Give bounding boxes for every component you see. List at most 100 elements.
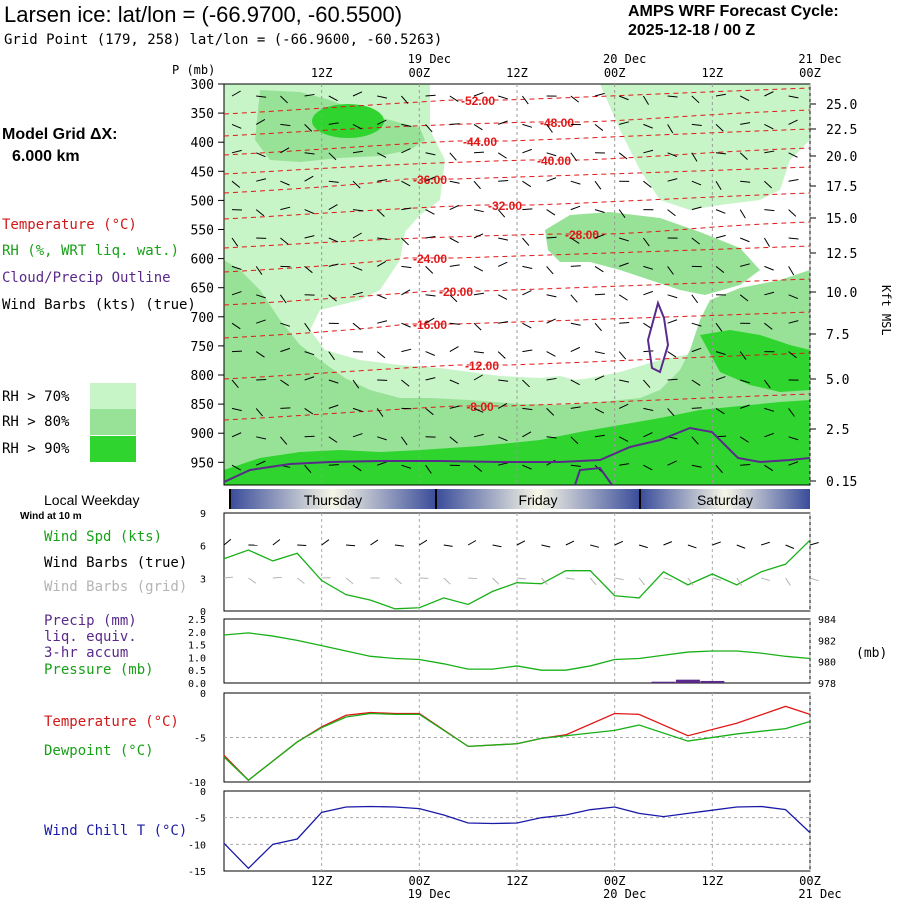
wind-barb — [401, 148, 411, 154]
wind-barb — [304, 376, 315, 381]
wind-barb — [304, 322, 311, 332]
wind-speed-panel-tick-label: 3 — [200, 574, 206, 585]
wind-barb — [473, 407, 484, 413]
wind-barb-true — [614, 540, 624, 546]
wind-barb — [256, 152, 266, 158]
pressure-tick-label: 300 — [191, 78, 214, 93]
wind-barb — [401, 464, 412, 469]
wind-barb — [522, 290, 532, 296]
isotherm-lines — [224, 87, 810, 421]
wind-barb — [279, 294, 287, 304]
rh90-area-upper — [312, 104, 384, 138]
wind-barb — [304, 235, 315, 239]
wind-barb — [691, 180, 702, 186]
wind-barb — [352, 464, 362, 472]
model-grid-value: 6.000 km — [12, 148, 80, 165]
wind-barb — [715, 266, 725, 273]
wind-barb — [231, 322, 241, 330]
wind-barb — [280, 147, 290, 154]
wind-barb — [570, 322, 581, 326]
wind-barb — [667, 95, 678, 98]
isotherm-label: -36.00 — [413, 173, 447, 187]
wind-barb — [425, 235, 436, 239]
wind-barb — [691, 436, 699, 445]
wind-barb — [425, 152, 436, 156]
wind-barb-grid — [614, 577, 624, 581]
wind-barb — [570, 152, 578, 162]
temp-panel-tick-label: 0 — [200, 689, 206, 700]
wind-barb — [328, 180, 339, 183]
wind-speed-panel-tick-label: 6 — [200, 542, 206, 553]
wind-barb — [304, 93, 315, 97]
wind-barb — [691, 347, 702, 353]
wind-barb — [764, 322, 773, 330]
wind-barb — [231, 90, 241, 97]
isotherm-line — [224, 87, 810, 115]
bottom-time-label: 00Z — [408, 874, 430, 888]
legend-rh80-swatch — [90, 409, 136, 435]
wind-barb — [255, 460, 266, 466]
wind-barb — [425, 94, 436, 97]
wind-barb — [231, 379, 239, 388]
wind-chill-line — [223, 805, 811, 870]
wind-barb — [328, 122, 339, 125]
wind-barb — [788, 152, 798, 158]
wind-barb — [473, 92, 484, 97]
wind-barb-true — [321, 539, 330, 546]
wind-barb-grid — [712, 577, 722, 581]
pressure-label: Pressure (mb) — [44, 662, 154, 678]
wind-barb — [618, 351, 627, 360]
wind-barb — [498, 237, 509, 241]
wind-barb — [619, 379, 630, 383]
bottom-time-label: 00Z — [799, 874, 821, 888]
wind-barb — [328, 294, 337, 302]
wind-barb — [497, 209, 506, 218]
wind-barb — [304, 464, 312, 474]
wind-barb — [473, 292, 484, 296]
wind-barb — [231, 291, 242, 296]
wind-barb-true — [541, 544, 551, 548]
wind-barb — [522, 431, 532, 438]
pressure-tick-label: 750 — [191, 340, 214, 355]
wind-barb — [376, 119, 387, 125]
wind-barb — [280, 206, 291, 211]
wind-barb — [449, 436, 458, 444]
wind-barbs-true-label: Wind Barbs (true) — [44, 555, 188, 571]
wind-barb — [546, 266, 554, 275]
wind-barb-true — [443, 544, 453, 547]
wind-barb — [618, 152, 628, 160]
wind-barb — [473, 123, 483, 131]
height-axis: 25.0 22.5 20.0 17.5 15.0 12.5 10.0 7.5 5.0 2.5 0.1… — [810, 98, 857, 490]
wind-barb-grid — [296, 577, 305, 584]
height-axis-title: Kft MSL — [879, 285, 893, 336]
wind-barb — [231, 265, 242, 270]
pressure-tick-label: 450 — [191, 165, 214, 180]
wind-barb — [643, 265, 654, 270]
wind-barb — [304, 209, 315, 214]
wind-barb — [643, 350, 654, 353]
wind-barb — [788, 178, 799, 182]
model-grid-label: Model Grid ΔX: — [2, 126, 118, 143]
wind-barb — [231, 237, 239, 247]
wind-barb — [594, 180, 602, 190]
wind-barb — [498, 436, 508, 442]
wind-barb — [401, 348, 412, 353]
wind-barb — [304, 266, 313, 274]
wind-barb — [352, 265, 363, 271]
wind-barb — [764, 265, 774, 271]
precip-bar — [700, 680, 725, 683]
wind-barb-true — [761, 541, 770, 546]
wind-barb-grid — [638, 577, 646, 586]
wind-barb — [376, 209, 385, 217]
wind-barb-true — [565, 540, 575, 546]
wind-barb — [594, 434, 605, 438]
wind-barb-true — [346, 544, 356, 547]
wind-barb — [618, 436, 629, 442]
pressure-tick-label: 982 — [818, 636, 836, 647]
wind-barb — [280, 347, 291, 353]
wind-barb — [546, 294, 557, 298]
wind-barb — [813, 465, 823, 468]
wind-barb — [691, 206, 702, 211]
